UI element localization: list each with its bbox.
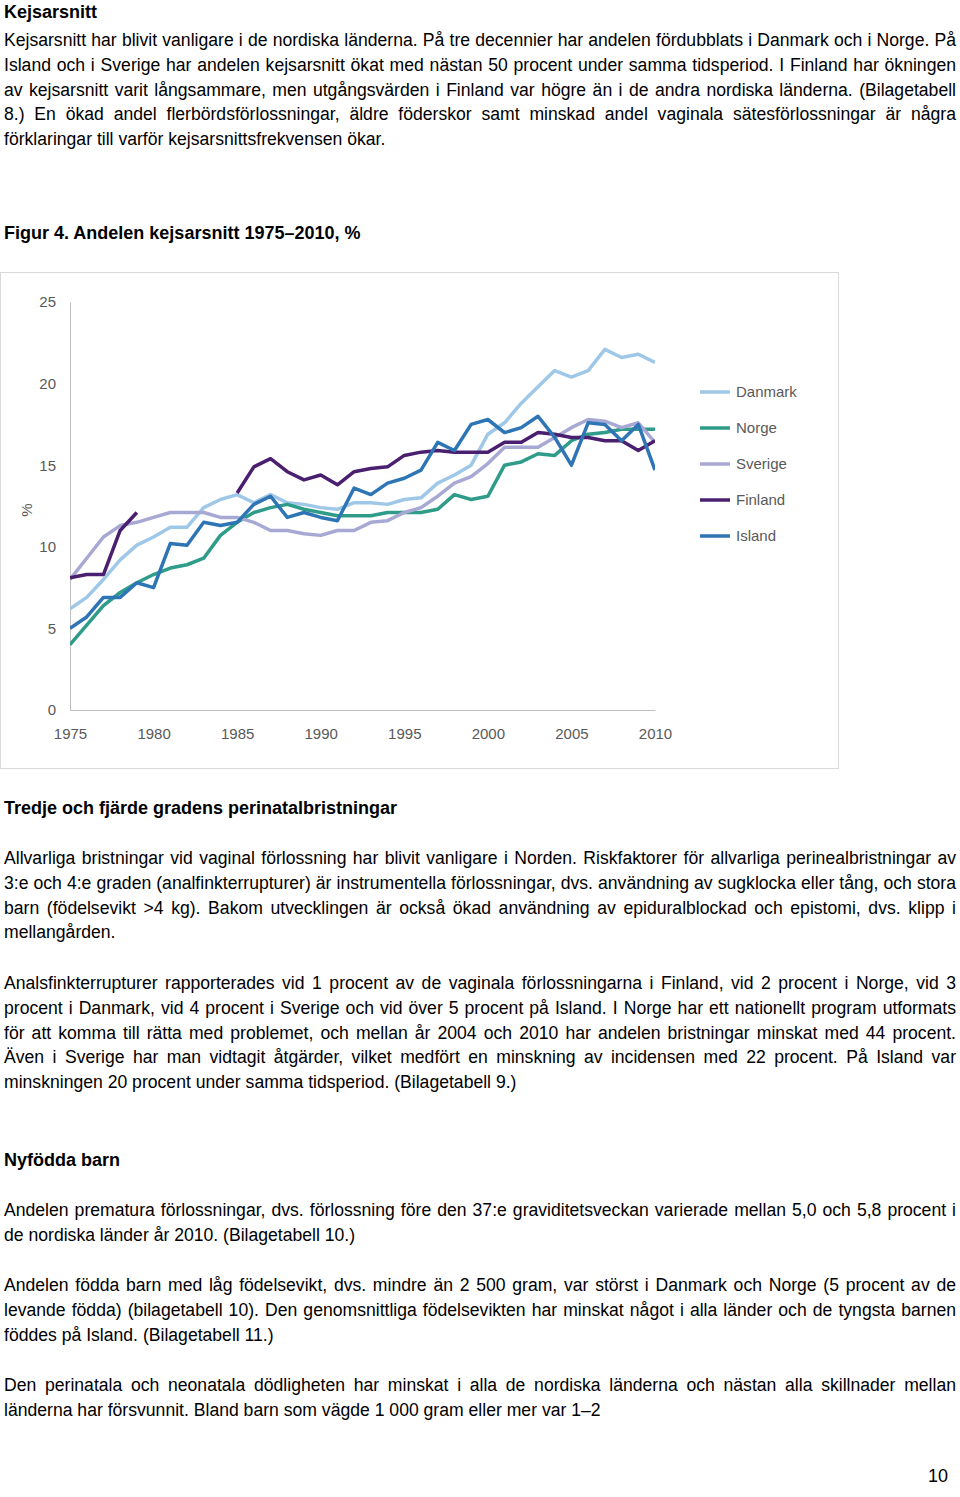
heading: Nyfödda barn [4, 1148, 956, 1173]
x-tick: 1985 [221, 710, 254, 742]
x-axis-line [71, 710, 656, 711]
x-tick-label: 1980 [137, 725, 170, 742]
y-axis-line [70, 303, 71, 711]
paragraph: Kejsarsnitt har blivit vanligare i de no… [4, 28, 956, 152]
y-tick-label: 15 [39, 457, 56, 474]
x-tick-label: 2010 [639, 725, 672, 742]
series-line [70, 416, 655, 628]
heading: Tredje och fjärde gradens perinatalbrist… [4, 796, 956, 821]
x-tick: 2000 [472, 710, 505, 742]
legend-swatch [700, 498, 730, 502]
y-tick-label: 0 [48, 701, 56, 718]
chart-frame [1, 273, 839, 769]
legend-swatch [700, 426, 730, 430]
paragraph: Analsfinkterrupturer rapporterades vid 1… [4, 971, 956, 1095]
y-tick-label: 20 [39, 375, 56, 392]
y-tick-label: 5 [48, 620, 56, 637]
figure-title: Figur 4. Andelen kejsarsnitt 1975–2010, … [4, 221, 956, 246]
y-tick: 15 [39, 457, 70, 474]
chart: 0 5 10 15 20 25 1975 1980 1985 1990 1995 2000 2005 20… [0, 0, 960, 780]
x-tick: 1990 [305, 710, 338, 742]
series-line [70, 420, 655, 580]
series-line [70, 349, 655, 608]
x-tick: 1995 [388, 710, 421, 742]
legend-label: Finland [736, 491, 785, 508]
x-tick-label: 1975 [54, 725, 87, 742]
plot-area [70, 349, 655, 644]
y-tick: 25 [39, 293, 70, 310]
y-tick-label: 10 [39, 538, 56, 555]
x-tick: 2005 [555, 710, 588, 742]
paragraph: Andelen prematura förlossningar, dvs. fö… [4, 1198, 956, 1248]
paragraph: Den perinatala och neonatala dödligheten… [4, 1373, 956, 1423]
y-tick: 5 [48, 620, 70, 637]
paragraph: Allvarliga bristningar vid vaginal förlo… [4, 846, 956, 945]
x-tick: 1975 [54, 710, 87, 742]
y-axis: 0 5 10 15 20 25 [39, 293, 70, 718]
legend-swatch [700, 462, 730, 466]
legend-label: Sverige [736, 455, 787, 472]
y-tick: 0 [48, 701, 70, 718]
x-tick-label: 1990 [305, 725, 338, 742]
y-tick: 20 [39, 375, 70, 392]
x-tick-label: 1995 [388, 725, 421, 742]
series-line [70, 433, 655, 578]
x-tick-label: 2000 [472, 725, 505, 742]
x-tick: 2010 [639, 710, 672, 742]
x-tick-label: 1985 [221, 725, 254, 742]
y-tick: 10 [39, 538, 70, 555]
x-tick-label: 2005 [555, 725, 588, 742]
page-number: 10 [928, 1466, 948, 1487]
legend-swatch [700, 534, 730, 538]
y-tick-label: 25 [39, 293, 56, 310]
heading: Kejsarsnitt [4, 0, 956, 25]
x-axis: 1975 1980 1985 1990 1995 2000 2005 2010 [54, 710, 672, 742]
legend-label: Island [736, 527, 776, 544]
legend: Danmark Norge Sverige Finland Island [700, 383, 797, 544]
y-axis-title: % [18, 503, 35, 516]
legend-swatch [700, 390, 730, 394]
paragraph: Andelen födda barn med låg födelsevikt, … [4, 1273, 956, 1347]
legend-label: Danmark [736, 383, 797, 400]
x-tick: 1980 [137, 710, 170, 742]
legend-label: Norge [736, 419, 777, 436]
